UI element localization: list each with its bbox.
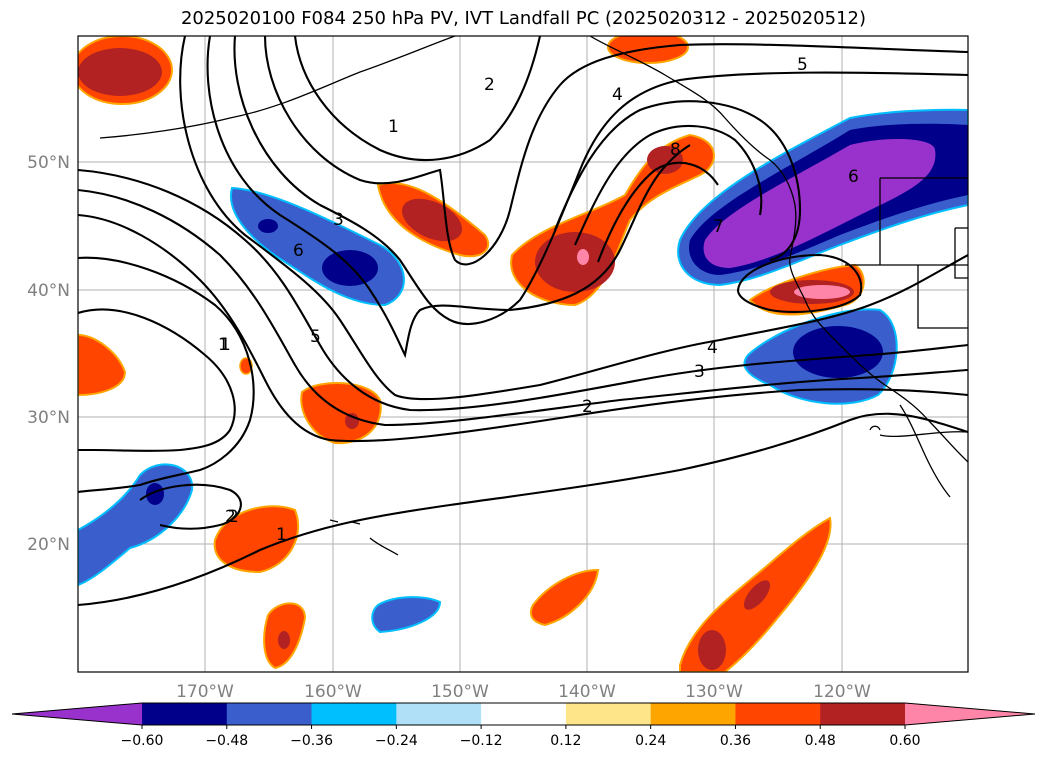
contour-label: 2 (225, 507, 236, 527)
shading-blob-red-west-edge (78, 333, 127, 397)
colorbar-bin (820, 703, 906, 725)
colorbar-tick-label: −0.24 (375, 733, 418, 749)
contour-label: 2 (228, 507, 239, 527)
contour-label: 3 (333, 210, 344, 230)
contour-label: 7 (713, 217, 724, 237)
colorbar-tick-label: 0.12 (550, 733, 581, 749)
colorbar-tick-label: 0.60 (889, 733, 920, 749)
shading-blob-red-california (748, 263, 865, 316)
colorbar-tick-label: −0.60 (121, 733, 164, 749)
lon-label-150w: 150°W (431, 682, 489, 702)
lon-label-120w: 120°W (813, 682, 871, 702)
colorbar-bin (565, 703, 652, 725)
contour-label: 5 (310, 327, 321, 347)
shading-blob-blue-south (371, 596, 442, 634)
shading-blob-nw (78, 36, 173, 105)
contour-label: 6 (293, 241, 304, 261)
shading-blob-red-diagonal (510, 133, 715, 307)
lon-labels: 170°W 160°W 150°W 140°W 130°W 120°W (176, 682, 871, 702)
contour-label: 1 (218, 335, 229, 355)
contour-label: 4 (707, 338, 718, 358)
contour-label: 1 (220, 335, 231, 355)
colorbar: −0.60 −0.48 −0.36 −0.24 −0.12 0.12 0.24 0.36 0.4… (11, 702, 1036, 749)
lon-label-130w: 130°W (685, 682, 743, 702)
plot-frame (77, 35, 969, 673)
shading-blob-blue-sw (78, 463, 194, 587)
lon-label-160w: 160°W (304, 682, 362, 702)
lat-labels: 50°N 40°N 30°N 20°N (27, 153, 70, 555)
colorbar-tick-label: 0.36 (720, 733, 751, 749)
lat-label-50: 50°N (27, 153, 70, 173)
contour-label-group: 1 2 2 3 4 5 6 7 8 1 5 6 4 3 2 2 1 1 (218, 55, 859, 545)
shading-blob-red-south-center (529, 568, 600, 627)
contour-label: 2 (582, 397, 593, 417)
pv-shading (78, 36, 968, 672)
shading-blob-purple-ne (677, 108, 968, 287)
contour-label: 3 (694, 362, 705, 382)
lon-label-140w: 140°W (558, 682, 616, 702)
lat-label-40: 40°N (27, 281, 70, 301)
colorbar-extend-min (12, 703, 142, 725)
contour-label: 5 (797, 55, 808, 75)
colorbar-bin (396, 703, 482, 725)
contour-label: 1 (276, 525, 287, 545)
lon-label-170w: 170°W (176, 682, 234, 702)
colorbar-tick-label: −0.48 (205, 733, 248, 749)
contour-label: 8 (670, 140, 681, 160)
lat-label-30: 30°N (27, 408, 70, 428)
shading-blob-red-south (263, 602, 307, 670)
colorbar-tick-label: −0.12 (460, 733, 503, 749)
colorbar-bin (650, 703, 736, 725)
shading-blob-blue-west (229, 186, 405, 307)
contour-label: 1 (388, 117, 399, 137)
contour-label: 2 (484, 75, 495, 95)
colorbar-tick-label: −0.36 (290, 733, 333, 749)
colorbar-tick-label: 0.24 (635, 733, 666, 749)
shading-blob-red-se-streak (679, 516, 832, 672)
colorbar-bin (735, 703, 821, 725)
colorbar-extend-max (905, 703, 1035, 725)
contour-label: 6 (848, 167, 859, 187)
contour-label: 4 (612, 85, 623, 105)
lat-label-20: 20°N (27, 535, 70, 555)
contours (78, 36, 968, 607)
colorbar-bin (142, 703, 228, 725)
colorbar-bin (481, 703, 567, 725)
colorbar-tick-label: 0.48 (805, 733, 836, 749)
colorbar-bin (226, 703, 313, 725)
colorbar-bin (311, 703, 397, 725)
coastlines (99, 36, 968, 556)
map-title: 2025020100 F084 250 hPa PV, IVT Landfall… (180, 8, 867, 29)
